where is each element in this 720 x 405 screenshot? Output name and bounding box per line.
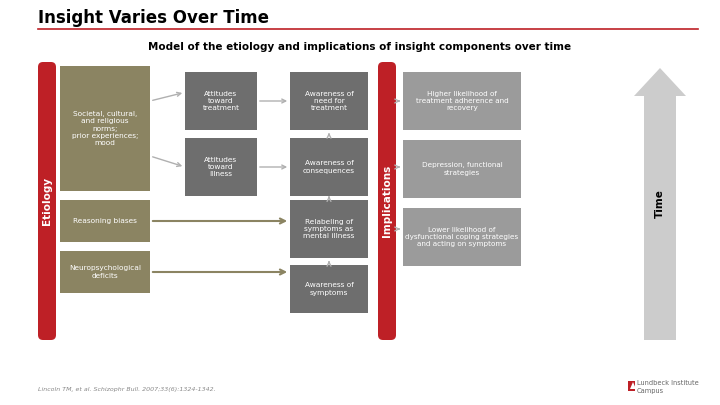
Text: Lundbeck Institute
Campus: Lundbeck Institute Campus <box>637 380 698 394</box>
Text: Depression, functional
strategies: Depression, functional strategies <box>422 162 503 176</box>
FancyBboxPatch shape <box>38 62 56 340</box>
Bar <box>185 138 257 196</box>
Text: Model of the etiology and implications of insight components over time: Model of the etiology and implications o… <box>148 42 572 52</box>
Text: Time: Time <box>655 190 665 218</box>
Text: Neuropsychological
deficits: Neuropsychological deficits <box>69 265 141 279</box>
Bar <box>60 66 150 191</box>
Bar <box>290 265 368 313</box>
Text: Societal, cultural,
and religious
norms;
prior experiences;
mood: Societal, cultural, and religious norms;… <box>72 111 138 146</box>
Polygon shape <box>630 382 636 389</box>
Bar <box>403 72 521 130</box>
Text: Relabeling of
symptoms as
mental illness: Relabeling of symptoms as mental illness <box>303 219 355 239</box>
Bar <box>403 140 521 198</box>
Text: Insight Varies Over Time: Insight Varies Over Time <box>38 9 269 27</box>
Bar <box>60 200 150 242</box>
Bar <box>628 381 635 391</box>
Text: Attitudes
toward
treatment: Attitudes toward treatment <box>202 91 240 111</box>
Text: Etiology: Etiology <box>42 177 52 225</box>
Bar <box>403 208 521 266</box>
Text: Reasoning biases: Reasoning biases <box>73 218 137 224</box>
Text: Awareness of
consequences: Awareness of consequences <box>303 160 355 174</box>
Text: Lower likelihood of
dysfunctional coping strategies
and acting on symptoms: Lower likelihood of dysfunctional coping… <box>405 227 518 247</box>
Text: Awareness of
symptoms: Awareness of symptoms <box>305 282 354 296</box>
Text: Higher likelihood of
treatment adherence and
recovery: Higher likelihood of treatment adherence… <box>415 91 508 111</box>
FancyBboxPatch shape <box>378 62 396 340</box>
Bar <box>60 251 150 293</box>
Text: Lincoln TM, et al. Schizophr Bull. 2007;33(6):1324-1342.: Lincoln TM, et al. Schizophr Bull. 2007;… <box>38 388 215 392</box>
Text: Awareness of
need for
treatment: Awareness of need for treatment <box>305 91 354 111</box>
Bar <box>290 200 368 258</box>
Bar <box>290 138 368 196</box>
Bar <box>185 72 257 130</box>
Bar <box>290 72 368 130</box>
Polygon shape <box>634 68 686 340</box>
Text: Attitudes
toward
illness: Attitudes toward illness <box>204 157 238 177</box>
Text: Implications: Implications <box>382 165 392 237</box>
